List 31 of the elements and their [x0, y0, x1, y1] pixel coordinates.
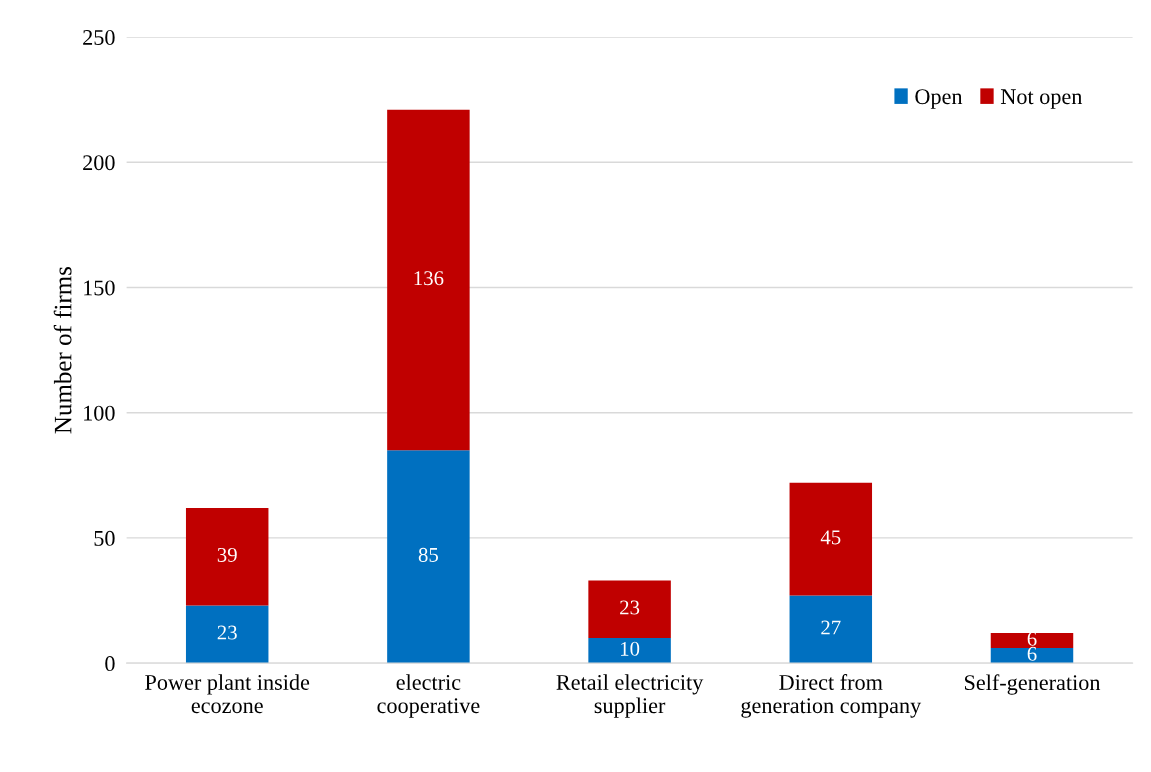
bar [387, 109, 470, 451]
legend-label: Open [915, 89, 963, 109]
bar [387, 450, 470, 664]
x-tick-label: Power plant inside ecozone [145, 674, 310, 714]
y-tick-label: 150 [84, 280, 115, 296]
data-label: 23 [217, 625, 237, 640]
y-tick-label: 50 [94, 530, 115, 546]
bar [789, 482, 873, 596]
y-tick-label: 250 [83, 29, 115, 45]
bar [185, 507, 269, 606]
y-tick-label: 0 [105, 656, 115, 672]
legend-label: Not open [1000, 89, 1083, 109]
y-axis-title: Number of firms [53, 267, 72, 434]
x-tick-label: Direct from generation company [741, 674, 922, 718]
bar [588, 638, 671, 664]
data-label: 45 [820, 530, 841, 545]
data-label: 85 [418, 547, 439, 562]
x-tick-label: Retail electricity supplier [556, 674, 704, 718]
bar [588, 580, 671, 639]
bar [789, 595, 873, 664]
data-label: 136 [414, 271, 444, 286]
y-tick-label: 200 [83, 155, 115, 171]
data-label: 39 [217, 547, 237, 562]
bar [185, 605, 269, 664]
y-tick-label: 100 [84, 405, 115, 421]
data-label: 6 [1027, 646, 1037, 661]
data-label: 27 [821, 620, 841, 635]
x-tick-label: Self-generation [964, 674, 1101, 695]
x-tick-label: electric cooperative [377, 674, 480, 718]
data-label: 23 [620, 600, 640, 615]
data-label: 10 [621, 641, 640, 656]
